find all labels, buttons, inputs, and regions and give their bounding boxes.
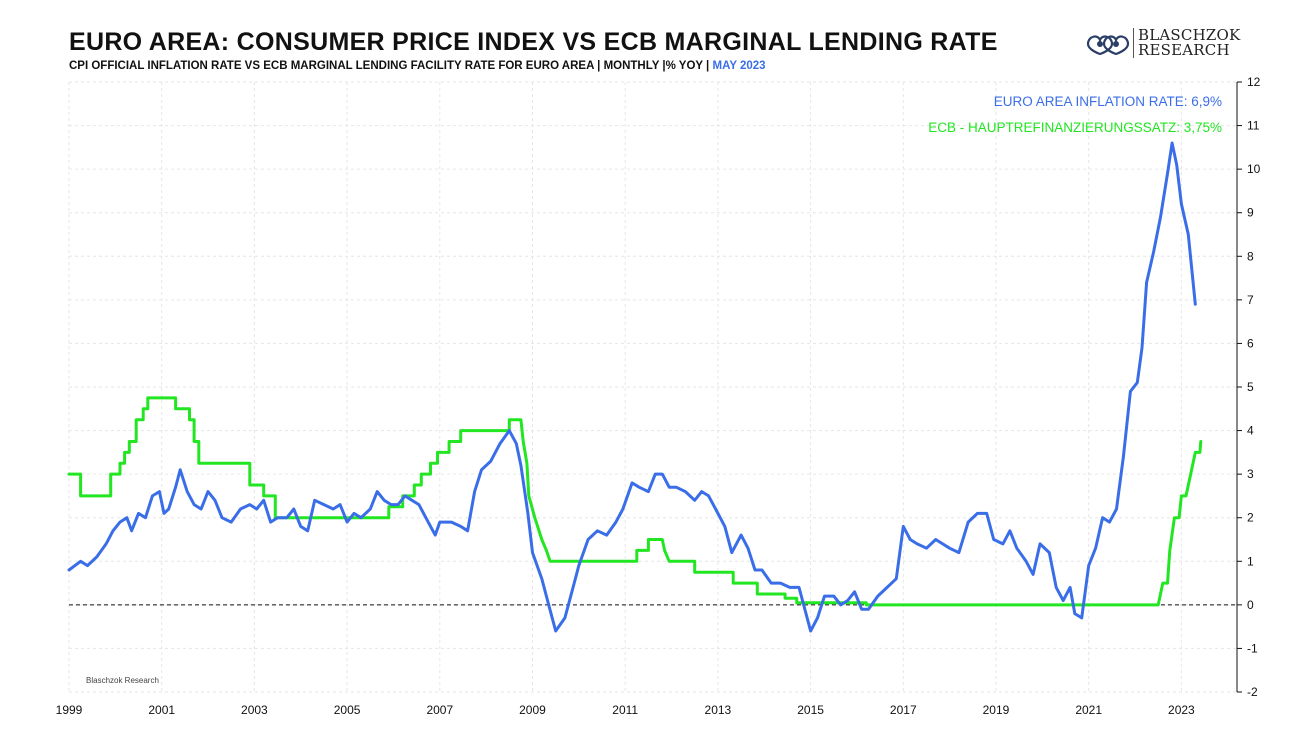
x-tick-label-3: 2005	[334, 703, 361, 717]
subtitle-text: CPI OFFICIAL INFLATION RATE VS ECB MARGI…	[69, 60, 710, 72]
series-lines	[67, 141, 1203, 633]
y-tick-label-12: 0	[1247, 598, 1254, 612]
x-tick-label-10: 2019	[983, 703, 1010, 717]
legend-entry-ecb: ECB - HAUPTREFINANZIERUNGSSATZ: 3,75%	[928, 120, 1222, 135]
series-line-inflation	[67, 141, 1197, 633]
logo-line1: BLASCHZOK	[1138, 26, 1241, 44]
brand-logo: BLASCHZOK RESEARCH	[1086, 26, 1246, 62]
y-tick-label-3: 9	[1247, 206, 1254, 220]
y-tick-label-13: -1	[1247, 641, 1258, 655]
y-tick-label-7: 5	[1247, 380, 1254, 394]
y-tick-label-2: 10	[1247, 162, 1261, 176]
y-tick-label-8: 4	[1247, 424, 1254, 438]
x-tick-label-12: 2023	[1168, 703, 1195, 717]
y-tick-label-14: -2	[1247, 685, 1258, 699]
x-tick-label-5: 2009	[519, 703, 546, 717]
chart-subtitle: CPI OFFICIAL INFLATION RATE VS ECB MARGI…	[69, 60, 766, 72]
x-tick-label-8: 2015	[797, 703, 824, 717]
subtitle-date: MAY 2023	[712, 60, 766, 72]
x-tick-labels: 1999 2001 2003 2005 2007 2009 2011 2013 2015 2017…	[56, 703, 1195, 717]
logo-divider	[1133, 28, 1134, 58]
x-tick-label-11: 2021	[1075, 703, 1102, 717]
x-tick-label-0: 1999	[56, 703, 83, 717]
y-tick-label-1: 11	[1247, 119, 1260, 133]
x-tick-label-1: 2001	[148, 703, 175, 717]
legend: EURO AREA INFLATION RATE: 6,9% ECB - HAUP…	[928, 94, 1222, 135]
y-tick-label-5: 7	[1247, 293, 1254, 307]
y-tick-label-0: 12	[1247, 75, 1261, 89]
x-tick-label-4: 2007	[426, 703, 453, 717]
x-tick-label-7: 2013	[705, 703, 732, 717]
logo-icon	[1086, 35, 1130, 56]
grid-lines	[68, 81, 1237, 693]
y-tick-label-4: 8	[1247, 249, 1254, 263]
x-tick-label-6: 2011	[612, 703, 638, 717]
logo-line2: RESEARCH	[1138, 41, 1230, 59]
y-tick-label-9: 3	[1247, 467, 1254, 481]
x-tick-label-9: 2017	[890, 703, 917, 717]
series-line-ecb	[67, 396, 1203, 607]
chart-title: EURO AREA: CONSUMER PRICE INDEX VS ECB M…	[69, 28, 998, 56]
x-tick-label-2: 2003	[241, 703, 268, 717]
y-tick-label-11: 1	[1247, 554, 1254, 568]
watermark-text: Blaschzok Research	[86, 676, 159, 685]
y-tick-label-6: 6	[1247, 336, 1254, 350]
legend-entry-inflation: EURO AREA INFLATION RATE: 6,9%	[994, 94, 1222, 109]
y-axis	[1236, 81, 1242, 693]
y-tick-label-10: 2	[1247, 511, 1254, 525]
